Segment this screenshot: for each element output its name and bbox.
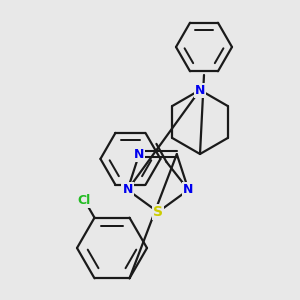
Text: S: S — [153, 205, 163, 219]
Text: Cl: Cl — [78, 194, 91, 207]
Text: N: N — [195, 83, 205, 97]
Text: N: N — [134, 148, 144, 160]
Text: N: N — [183, 183, 194, 196]
Text: N: N — [122, 183, 133, 196]
